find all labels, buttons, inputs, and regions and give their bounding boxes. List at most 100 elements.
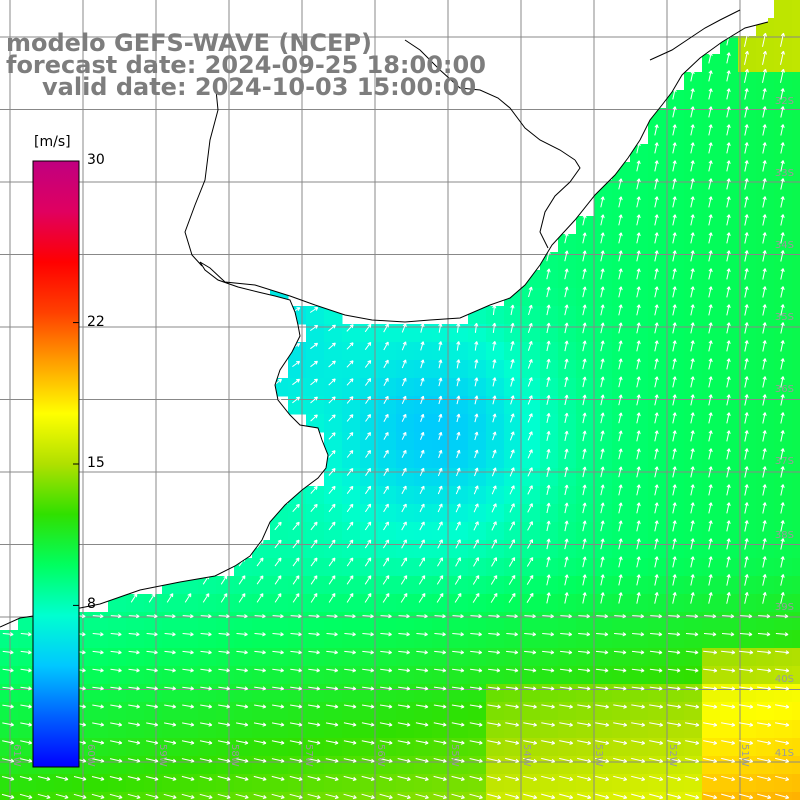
wind-speed-cell bbox=[432, 360, 451, 379]
colorbar-tick-label: 15 bbox=[87, 455, 105, 471]
wind-speed-cell bbox=[702, 396, 721, 415]
wind-arrow bbox=[487, 775, 502, 782]
wind-speed-cell bbox=[504, 630, 523, 649]
wind-arrow bbox=[636, 538, 641, 550]
wind-arrow bbox=[289, 775, 303, 781]
wind-arrow bbox=[780, 88, 785, 100]
wind-arrow bbox=[546, 466, 551, 478]
wind-speed-cell bbox=[198, 594, 217, 613]
wind-speed-cell bbox=[702, 432, 721, 451]
wind-speed-cell bbox=[648, 216, 667, 235]
wind-arrow bbox=[364, 377, 372, 386]
wind-arrow bbox=[654, 196, 659, 208]
wind-speed-cell bbox=[648, 432, 667, 451]
wind-arrow bbox=[508, 574, 516, 585]
wind-arrow bbox=[20, 704, 32, 709]
wind-arrow bbox=[256, 593, 264, 603]
wind-arrow bbox=[762, 50, 767, 65]
wind-speed-cell bbox=[792, 594, 800, 613]
wind-speed-cell bbox=[648, 522, 667, 541]
wind-arrow bbox=[218, 650, 230, 655]
wind-speed-cell bbox=[126, 774, 145, 793]
wind-arrow bbox=[505, 686, 519, 691]
wind-arrow bbox=[438, 359, 443, 369]
wind-arrow bbox=[762, 466, 767, 478]
wind-speed-cell bbox=[756, 630, 775, 649]
wind-speed-cell bbox=[396, 342, 415, 361]
wind-speed-cell bbox=[774, 360, 793, 379]
wind-speed-cell bbox=[90, 684, 109, 703]
wind-speed-cell bbox=[144, 774, 163, 793]
wind-arrow bbox=[690, 574, 695, 586]
wind-arrow bbox=[452, 650, 465, 655]
wind-arrow bbox=[744, 556, 749, 568]
wind-speed-cell bbox=[648, 468, 667, 487]
wind-arrow bbox=[454, 593, 462, 603]
wind-speed-cell bbox=[396, 486, 415, 505]
wind-arrow bbox=[739, 722, 754, 727]
wind-speed-cell bbox=[180, 648, 199, 667]
wind-speed-cell bbox=[18, 666, 37, 685]
wind-speed-cell bbox=[198, 666, 217, 685]
wind-arrow bbox=[401, 395, 407, 405]
wind-arrow bbox=[236, 686, 249, 691]
wind-speed-cell bbox=[198, 630, 217, 649]
wind-arrow bbox=[436, 593, 444, 603]
wind-speed-cell bbox=[378, 324, 397, 343]
wind-arrow bbox=[200, 614, 212, 619]
wind-arrow bbox=[542, 650, 555, 655]
wind-arrow bbox=[490, 575, 498, 585]
wind-speed-cell bbox=[702, 540, 721, 559]
wind-speed-cell bbox=[756, 252, 775, 271]
wind-arrow bbox=[469, 740, 483, 745]
wind-arrow bbox=[672, 160, 677, 172]
wind-speed-cell bbox=[594, 504, 613, 523]
wind-arrow bbox=[690, 412, 695, 424]
wind-arrow bbox=[780, 142, 785, 154]
wind-speed-cell bbox=[702, 54, 721, 73]
wind-speed-cell bbox=[342, 414, 361, 433]
wind-arrow bbox=[560, 614, 572, 619]
wind-speed-cell bbox=[630, 540, 649, 559]
wind-arrow bbox=[469, 793, 483, 800]
wind-arrow bbox=[708, 430, 713, 442]
wind-arrow bbox=[456, 377, 461, 387]
wind-speed-cell bbox=[342, 486, 361, 505]
wind-speed-cell bbox=[324, 612, 343, 631]
wind-arrow bbox=[582, 412, 587, 424]
wind-speed-cell bbox=[774, 378, 793, 397]
lon-label: 53W bbox=[593, 744, 604, 767]
wind-speed-cell bbox=[468, 360, 487, 379]
wind-arrow bbox=[582, 358, 587, 370]
wind-arrow bbox=[437, 557, 443, 567]
wind-speed-cell bbox=[360, 504, 379, 523]
wind-arrow bbox=[419, 449, 425, 458]
wind-speed-cell bbox=[792, 288, 800, 307]
wind-arrow bbox=[600, 448, 605, 460]
wind-arrow bbox=[474, 395, 479, 405]
wind-speed-cell bbox=[486, 378, 505, 397]
wind-arrow bbox=[2, 722, 15, 727]
wind-speed-cell bbox=[432, 576, 451, 595]
wind-arrow bbox=[436, 575, 444, 585]
wind-arrow bbox=[780, 412, 785, 424]
wind-arrow bbox=[650, 632, 663, 637]
wind-speed-cell bbox=[486, 666, 505, 685]
wind-speed-cell bbox=[504, 450, 523, 469]
wind-arrow bbox=[382, 593, 390, 603]
wind-arrow bbox=[146, 650, 158, 655]
wind-arrow bbox=[600, 574, 605, 586]
wind-speed-cell bbox=[414, 648, 433, 667]
wind-arrow bbox=[470, 614, 482, 619]
wind-speed-cell bbox=[648, 342, 667, 361]
wind-speed-cell bbox=[540, 522, 559, 541]
wind-arrow bbox=[92, 632, 104, 637]
wind-speed-cell bbox=[594, 216, 613, 235]
wind-arrow bbox=[271, 775, 285, 781]
wind-arrow bbox=[618, 268, 623, 280]
wind-arrow bbox=[292, 360, 301, 368]
wind-arrow bbox=[145, 793, 159, 799]
wind-speed-cell bbox=[360, 342, 379, 361]
wind-arrow bbox=[455, 485, 461, 495]
